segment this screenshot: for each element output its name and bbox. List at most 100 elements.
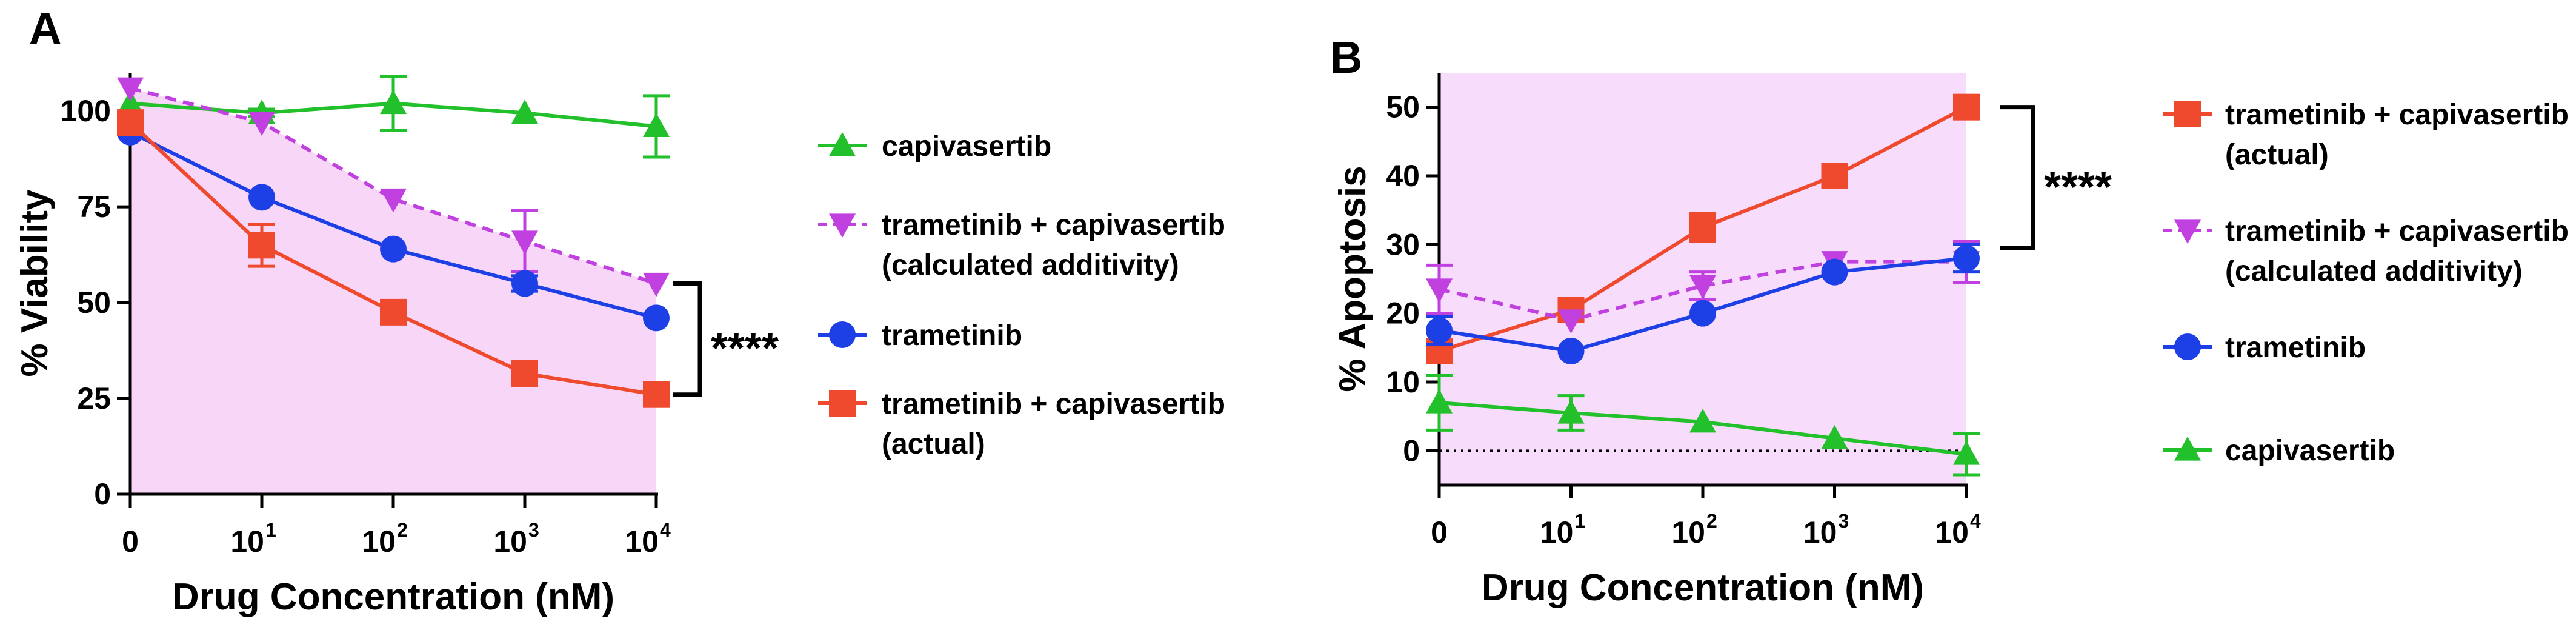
panel-a-x-tick-exponent: 1: [265, 519, 276, 541]
panel-b-series-trametinib-point: [1426, 317, 1453, 344]
panel-b-series-trametinib-point: [1557, 338, 1585, 364]
panel-b-y-tick-label: 10: [1386, 365, 1420, 399]
panel-a-legend-item-trametinib: trametinib: [818, 320, 1022, 352]
panel-b-legend-label: (calculated additivity): [2225, 255, 2523, 287]
panel-a-series-trametinib-point: [380, 235, 407, 263]
panel-b-y-tick-label: 30: [1386, 227, 1420, 261]
panel-b-legend-swatch-marker: [2174, 333, 2201, 360]
panel-a-series-trametinib-capivasertib-calculated-additivity-point: [117, 77, 144, 102]
panel-a-series-capivasertib-point: [380, 90, 407, 115]
panel-b-y-axis-title: % Apoptosis: [1332, 166, 1374, 392]
panel-a-series-trametinib-capivasertib-actual-point: [380, 298, 407, 326]
panel-a-x-tick-exponent: 3: [528, 519, 539, 541]
panel-b-series-capivasertib-point: [1426, 389, 1453, 414]
panel-a-legend-label: (actual): [882, 428, 985, 460]
panel-b-x-tick-label: 10: [1540, 515, 1574, 549]
panel-a-y-axis-title: % Viability: [14, 189, 56, 377]
panel-b-x-tick-label: 10: [1935, 515, 1969, 549]
panel-a-legend-item-trametinib-capivasertib-actual: trametinib + capivasertib (actual): [818, 388, 1225, 460]
panel-a-x-tick-label: 10: [230, 524, 264, 558]
panel-a-series-trametinib-capivasertib-calculated-additivity-point: [643, 272, 670, 297]
panel-a-x-tick-label: 10: [493, 524, 527, 558]
panel-b-series-trametinib-point: [1821, 258, 1848, 286]
panel-a-legend-label: capivasertib: [882, 130, 1051, 163]
panel-a-series-capivasertib-point: [511, 99, 538, 124]
panel-b-legend-item-trametinib-capivasertib-actual: trametinib + capivasertib (actual): [2163, 99, 2569, 171]
panel-a-x-tick-exponent: 2: [397, 519, 408, 541]
panel-b-legend-label: trametinib + capivasertib: [2225, 99, 2569, 131]
panel-b-x-tick-label: 10: [1803, 515, 1837, 549]
panel-a-legend-item-trametinib-capivasertib-calculated-additivity: trametinib + capivasertib (calculated add…: [818, 209, 1225, 281]
panel-b-series-trametinib-capivasertib-actual-point: [1821, 163, 1848, 189]
panel-a-y-tick-label: 75: [77, 190, 111, 224]
panel-b-x-tick-label: 0: [1431, 515, 1448, 549]
panel-a-series-capivasertib-point: [117, 90, 144, 115]
panel-b-y-tick-label: 0: [1403, 434, 1420, 467]
panel-a-legend-label: trametinib: [882, 320, 1022, 352]
panel-b-legend-label: capivasertib: [2225, 435, 2395, 467]
panel-b-series-trametinib: [1426, 243, 1980, 364]
panel-a-x-tick-exponent: 4: [660, 519, 671, 541]
panel-b-legend-label: (actual): [2225, 139, 2329, 171]
panel-b-series-trametinib-capivasertib-calculated-additivity-point: [1426, 278, 1453, 303]
panel-a-legend-swatch-marker: [829, 321, 856, 348]
panel-b-x-tick-exponent: 3: [1839, 510, 1849, 532]
panel-b-y-tick-label: 20: [1386, 297, 1420, 330]
panel-b-series-trametinib-point: [1953, 245, 1980, 272]
panel-b-series-capivasertib: [1426, 374, 1980, 477]
panel-a-x-tick-label: 10: [362, 524, 396, 558]
panel-b-series-capivasertib-point: [1953, 441, 1980, 465]
panel-b-x-tick-exponent: 1: [1575, 510, 1586, 532]
panel-a-legend-swatch-marker: [829, 390, 856, 417]
panel-b-series-capivasertib-point: [1557, 400, 1585, 424]
panel-a-legend-swatch-marker: [829, 132, 856, 156]
panel-b-series-trametinib-capivasertib-calculated-additivity-point: [1689, 275, 1716, 300]
panel-b-x-axis-title: Drug Concentration (nM): [1482, 567, 1924, 609]
panel-a-legend-item-capivasertib: capivasertib: [818, 130, 1051, 163]
panel-b-legend-label: trametinib + capivasertib: [2225, 215, 2569, 247]
panel-a-series-trametinib-point: [511, 270, 538, 297]
panel-a-letter: A: [29, 3, 61, 53]
panel-a-series-trametinib-capivasertib-calculated-additivity: [117, 77, 670, 297]
panel-a-series-trametinib-capivasertib-actual-point: [117, 109, 144, 136]
panel-b-legend-item-trametinib: trametinib: [2163, 332, 2366, 364]
panel-a-y-tick-label: 50: [77, 286, 111, 320]
panel-b-legend-item-capivasertib: capivasertib: [2163, 435, 2395, 467]
panel-a-x-tick-label: 10: [625, 524, 659, 558]
panel-b-letter: B: [1330, 32, 1362, 82]
panel-a-series-trametinib-capivasertib-actual-point: [511, 360, 538, 387]
panel-b-legend-swatch-marker: [2174, 101, 2201, 127]
panel-b-series-trametinib-capivasertib-actual-point: [1953, 93, 1980, 121]
panel-a-y-tick-label: 0: [94, 477, 111, 511]
panel-b-series-capivasertib-point: [1689, 408, 1716, 433]
panel-a-x-tick-label: 0: [122, 524, 139, 558]
panel-b-y-tick-label: 40: [1386, 159, 1420, 193]
panel-b-legend-item-trametinib-capivasertib-calculated-additivity: trametinib + capivasertib (calculated add…: [2163, 215, 2569, 287]
panel-a-legend-label: (calculated additivity): [882, 249, 1179, 281]
panel-a-series-trametinib-capivasertib-calculated-additivity-point: [248, 112, 275, 136]
panel-a-significance-bracket: [673, 281, 702, 397]
panel-a-shaded-region: [130, 88, 656, 495]
panel-a-y-tick-label: 100: [61, 94, 111, 128]
panel-b-series-capivasertib-point: [1821, 424, 1848, 449]
panel-a-series-trametinib-capivasertib-calculated-additivity-point: [380, 188, 407, 213]
panel-b-legend-swatch-marker: [2174, 219, 2201, 244]
panel-a-series-trametinib-point: [643, 304, 670, 332]
panel-b-significance-bracket: [2000, 105, 2035, 250]
panel-a-series-capivasertib-point: [643, 113, 670, 138]
panel-a-series-trametinib-capivasertib-calculated-additivity-point: [511, 230, 538, 255]
panel-b-series-trametinib-capivasertib-calculated-additivity-point: [1557, 309, 1585, 333]
panel-b-significance-stars: ****: [2044, 163, 2112, 212]
panel-a-legend-label: trametinib + capivasertib: [882, 388, 1225, 420]
panel-b-series-trametinib-capivasertib-actual-point: [1689, 214, 1716, 241]
panel-a-legend-label: trametinib + capivasertib: [882, 209, 1225, 241]
panel-b-x-tick-label: 10: [1671, 515, 1705, 549]
panel-b-x-tick-exponent: 4: [1970, 510, 1981, 532]
panel-a-series-trametinib-point: [248, 184, 275, 211]
panel-b-y-tick-label: 50: [1386, 90, 1420, 124]
panel-a-series-trametinib-capivasertib-actual-point: [643, 381, 670, 408]
panel-b-series-trametinib-point: [1689, 300, 1716, 327]
panel-a-significance-stars: ****: [711, 324, 779, 373]
